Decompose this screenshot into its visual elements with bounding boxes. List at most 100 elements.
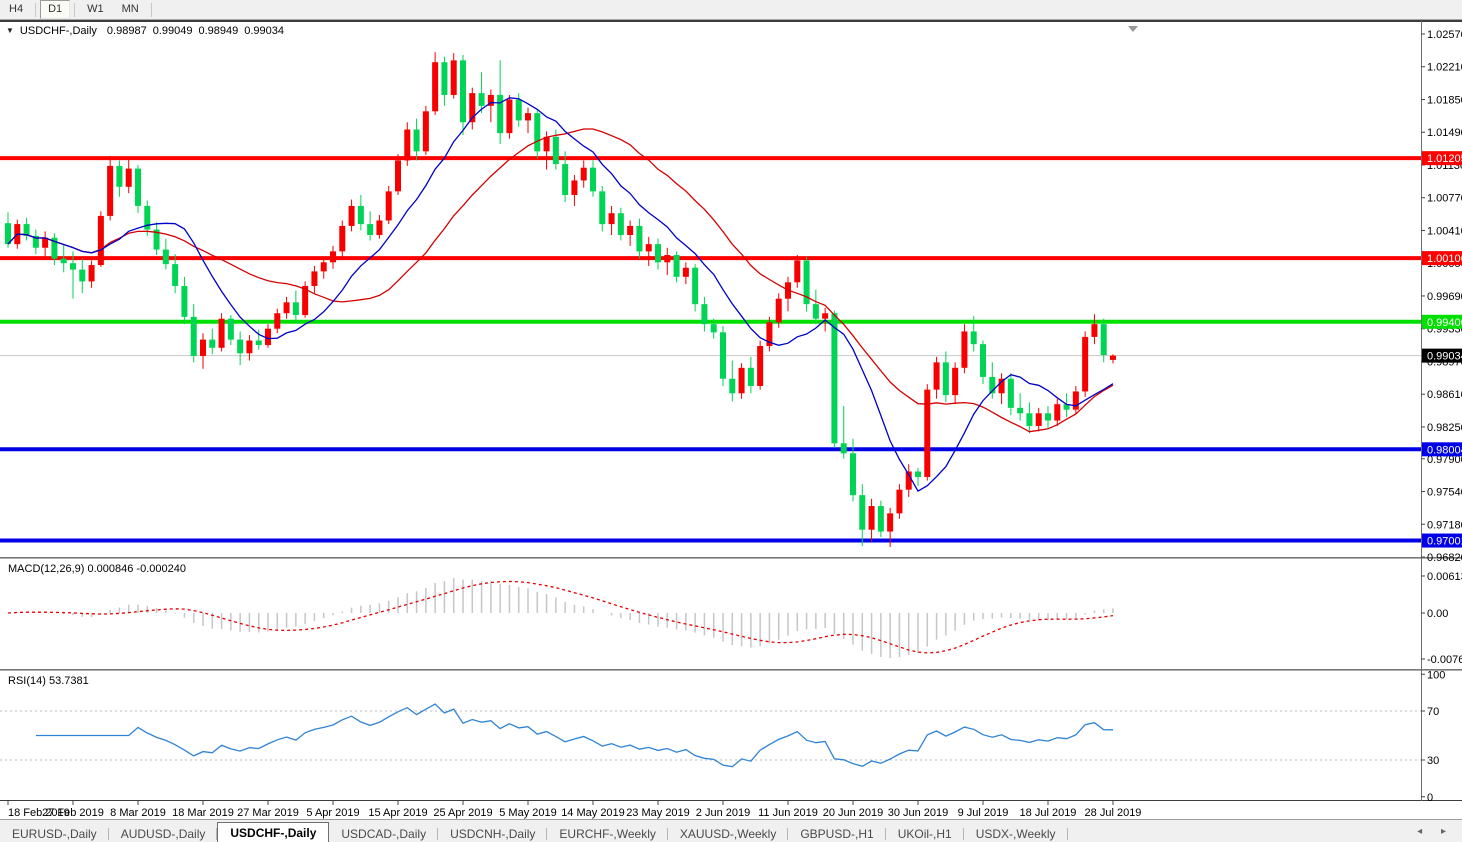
symbol-dropdown-icon[interactable]: ▼ <box>6 26 14 35</box>
chart-tab-eurusd[interactable]: EURUSD-,Daily <box>0 825 109 842</box>
date-tick-label: 18 Feb 2019 <box>8 807 70 819</box>
candle <box>812 304 819 319</box>
chart-tab-eurchf[interactable]: EURCHF-,Weekly <box>547 825 669 842</box>
candle <box>627 225 634 236</box>
candle <box>385 191 392 221</box>
candle <box>552 136 559 165</box>
candle <box>850 453 856 496</box>
candle <box>255 340 262 346</box>
timeframe-button-w1[interactable]: W1 <box>87 3 104 15</box>
chart-tab-audusd[interactable]: AUDUSD-,Daily <box>109 825 218 842</box>
toolbar-separator <box>150 2 152 17</box>
candle <box>5 223 11 245</box>
candle <box>961 331 968 368</box>
date-tick-label: 27 Mar 2019 <box>237 807 299 819</box>
toolbar-separator <box>74 2 76 17</box>
date-tick-label: 5 May 2019 <box>499 807 556 819</box>
candle <box>682 267 689 277</box>
candle <box>413 129 420 152</box>
chart-tab-gbpusd[interactable]: GBPUSD-,H1 <box>788 825 887 842</box>
candle <box>162 249 169 265</box>
candle <box>989 376 996 394</box>
candle <box>831 313 838 444</box>
candle <box>562 164 569 195</box>
candle <box>859 495 866 530</box>
candle <box>42 237 49 248</box>
candle <box>617 213 624 236</box>
candle <box>580 167 587 181</box>
tabbar-scroll-arrows[interactable]: ◂ ▸ <box>1417 826 1454 837</box>
rsi-indicator-label: RSI(14) 53.7381 <box>8 675 89 687</box>
candle <box>302 285 309 316</box>
date-tick-label: 18 Jul 2019 <box>1020 807 1077 819</box>
chart-tab-usdcnh[interactable]: USDCNH-,Daily <box>438 825 548 842</box>
candle <box>543 136 550 152</box>
date-tick-label: 18 Mar 2019 <box>172 807 234 819</box>
candle <box>970 331 977 345</box>
rsi-line <box>35 703 1114 768</box>
candle <box>933 362 940 390</box>
candle <box>209 339 216 348</box>
candle <box>877 506 884 532</box>
axis-tick-label: 0.00 <box>1427 608 1448 620</box>
candle <box>655 244 661 263</box>
symbol-tabbar: EURUSD-,Daily AUDUSD-,Daily USDCHF-,Daily U… <box>0 819 1462 842</box>
candle <box>237 339 244 354</box>
candle <box>469 93 476 123</box>
candle <box>599 191 606 225</box>
candle <box>747 367 754 387</box>
chart-tab-xauusd[interactable]: XAUUSD-,Weekly <box>668 825 789 842</box>
chart-window: ▼ USDCHF-,Daily 0.98987 0.99049 0.98949 … <box>0 20 1462 820</box>
candle <box>441 62 448 95</box>
candle <box>107 165 114 216</box>
candle <box>348 205 355 226</box>
candle <box>320 262 327 272</box>
candle <box>478 93 485 106</box>
candle <box>775 298 782 323</box>
candle <box>404 129 411 161</box>
chart-tab-usdcad[interactable]: USDCAD-,Daily <box>329 825 438 842</box>
candle <box>720 332 726 379</box>
date-tick-label: 28 Jul 2019 <box>1085 807 1142 819</box>
quote-close: 0.99034 <box>244 24 284 37</box>
candle <box>952 367 959 396</box>
candle <box>200 339 206 356</box>
price-level-badge <box>1422 314 1462 329</box>
timeframe-button-h4[interactable]: H4 <box>9 3 24 15</box>
chart-tab-ukoil[interactable]: UKOil-,H1 <box>886 825 964 842</box>
axis-tick-label: 30 <box>1427 755 1439 767</box>
candle <box>757 345 764 387</box>
candle <box>738 367 745 394</box>
timeframe-button-d1[interactable]: D1 <box>40 0 71 19</box>
candle <box>794 260 801 283</box>
candle <box>1100 324 1107 356</box>
candle <box>645 244 652 252</box>
candle <box>487 94 494 106</box>
candle <box>729 378 736 394</box>
quote-open: 0.98987 <box>106 24 147 37</box>
candle <box>292 302 299 316</box>
chart-tab-usdx[interactable]: USDX-,Weekly <box>964 825 1068 842</box>
svg-text:0.97001: 0.97001 <box>1427 536 1462 548</box>
candle <box>980 344 986 377</box>
candle <box>135 168 141 206</box>
candle <box>339 225 346 252</box>
candle <box>701 304 708 325</box>
svg-text:1.01205: 1.01205 <box>1427 153 1462 165</box>
timeframe-button-mn[interactable]: MN <box>121 3 139 15</box>
axis-tick-label: 0.96820 <box>1427 552 1462 564</box>
candle <box>506 99 513 134</box>
svg-text:0.99406: 0.99406 <box>1427 317 1462 329</box>
candle <box>887 513 894 532</box>
price-chart-canvas[interactable]: 1.025701.022101.018501.014901.011301.007… <box>0 21 1462 820</box>
candle <box>1110 355 1116 360</box>
axis-tick-label: 1.02210 <box>1427 62 1462 74</box>
chart-tab-usdchf[interactable]: USDCHF-,Daily <box>217 822 330 842</box>
candle <box>1082 336 1089 392</box>
candle <box>218 318 225 348</box>
candle <box>710 324 717 333</box>
candle <box>181 285 188 317</box>
